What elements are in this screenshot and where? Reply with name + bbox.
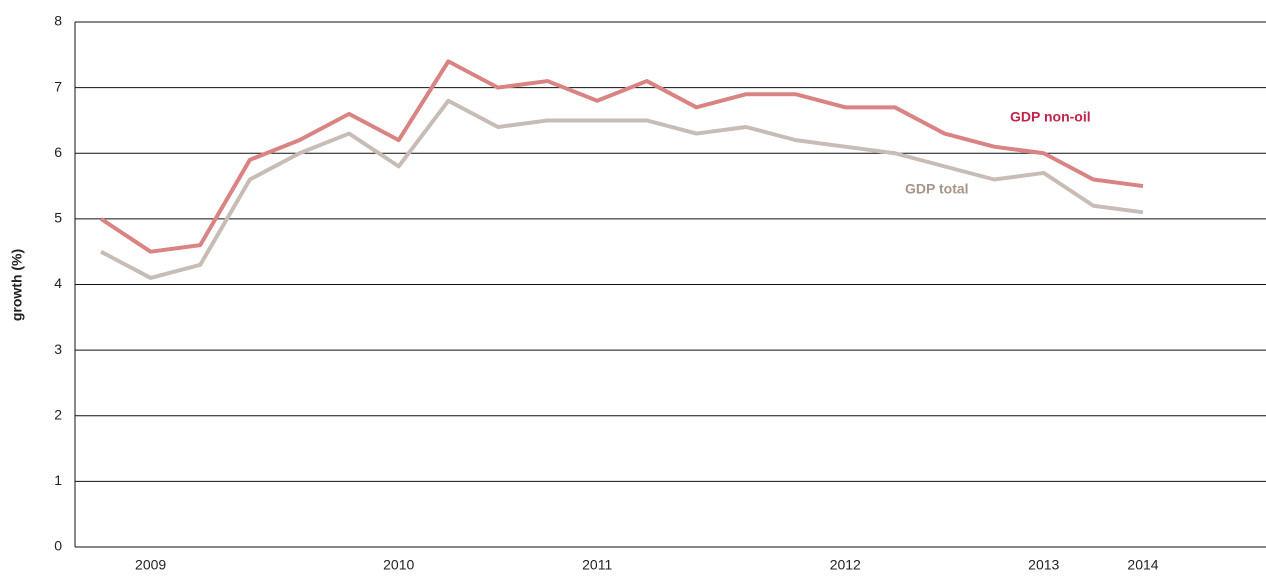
y-tick-label: 2 <box>54 406 62 422</box>
series-label: GDP non-oil <box>1010 109 1091 125</box>
y-tick-label: 7 <box>54 78 62 94</box>
y-axis-label: growth (%) <box>9 249 25 321</box>
y-tick-label: 3 <box>54 341 62 357</box>
y-tick-label: 8 <box>54 13 62 29</box>
x-tick-label: 2013 <box>1028 557 1059 573</box>
series-label: GDP total <box>905 181 969 197</box>
x-tick-label: 2011 <box>582 557 612 573</box>
series-line <box>99 59 1144 254</box>
y-tick-label: 6 <box>54 144 62 160</box>
y-tick-label: 5 <box>54 210 62 226</box>
y-tick-label: 1 <box>54 472 62 488</box>
x-tick-label: 2014 <box>1127 557 1158 573</box>
x-tick-label: 2010 <box>383 557 414 573</box>
series-line <box>100 98 1144 280</box>
x-tick-label: 2012 <box>830 557 861 573</box>
x-tick-label: 2009 <box>135 557 166 573</box>
y-tick-label: 4 <box>54 275 62 291</box>
y-tick-label: 0 <box>54 538 62 554</box>
